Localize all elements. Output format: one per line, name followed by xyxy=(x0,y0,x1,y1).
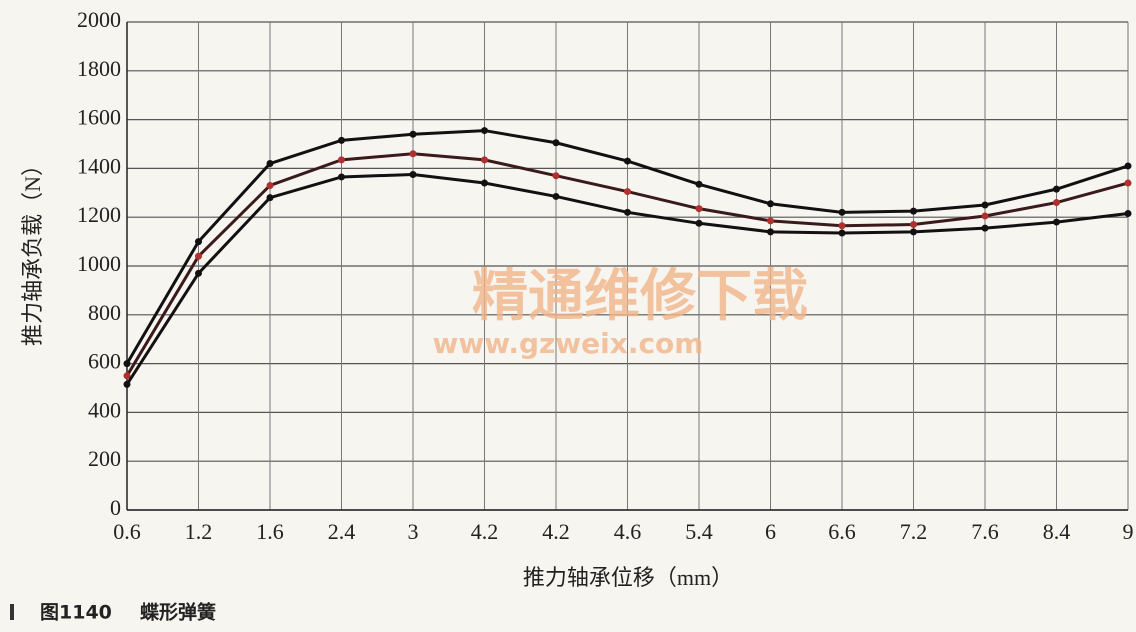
point xyxy=(195,238,202,246)
point xyxy=(695,205,703,213)
x-tick-label: 6.6 xyxy=(828,519,856,544)
y-tick-label: 1400 xyxy=(77,153,121,178)
x-tick-label: 6 xyxy=(765,519,776,544)
point xyxy=(409,130,417,138)
watermark: 精通维修下载 xyxy=(472,264,808,329)
x-tick-label: 1.6 xyxy=(256,519,284,544)
y-tick-label: 1800 xyxy=(77,56,121,81)
point xyxy=(552,192,560,200)
watermark-url: www.gzweix.com xyxy=(433,327,704,360)
x-tick-label: 4.2 xyxy=(542,519,570,544)
point xyxy=(481,127,488,135)
x-tick-label: 1.2 xyxy=(185,519,213,544)
point xyxy=(695,219,703,227)
point xyxy=(838,229,846,237)
y-tick-label: 1600 xyxy=(77,105,121,130)
x-tick-label: 4.2 xyxy=(471,519,499,544)
x-tick-label: 4.6 xyxy=(614,519,642,544)
point xyxy=(266,194,274,202)
point xyxy=(838,222,846,230)
point xyxy=(1053,185,1060,193)
y-tick-label: 0 xyxy=(110,495,121,520)
point xyxy=(1124,162,1132,170)
point xyxy=(910,207,917,215)
point xyxy=(767,217,774,225)
point xyxy=(1124,179,1132,187)
point xyxy=(409,150,417,158)
point xyxy=(266,160,274,168)
caption-title: 蝶形弹簧 xyxy=(140,601,216,624)
y-tick-label: 600 xyxy=(88,349,121,374)
x-tick-label: 7.2 xyxy=(900,519,928,544)
point xyxy=(552,172,560,180)
x-tick-label: 0.6 xyxy=(113,519,141,544)
point xyxy=(123,360,131,368)
point xyxy=(123,372,131,380)
point xyxy=(981,201,989,209)
y-tick-label: 200 xyxy=(88,446,121,471)
x-tick-label: 2.4 xyxy=(328,519,356,544)
point xyxy=(123,380,131,388)
point xyxy=(338,136,345,144)
caption-bar xyxy=(10,604,14,620)
point xyxy=(338,173,345,181)
point xyxy=(195,269,202,277)
point xyxy=(195,252,202,260)
point xyxy=(910,228,917,236)
point xyxy=(695,180,703,188)
point xyxy=(266,181,274,189)
point xyxy=(838,208,846,216)
y-axis-label: 推力轴承负载（N） xyxy=(20,154,45,346)
point xyxy=(409,171,417,178)
y-tick-label: 800 xyxy=(88,300,121,325)
x-tick-label: 3 xyxy=(408,519,419,544)
x-tick-label: 5.4 xyxy=(685,519,713,544)
point xyxy=(981,224,989,232)
x-tick-label: 7.6 xyxy=(971,519,999,544)
point xyxy=(981,212,989,220)
point xyxy=(481,179,488,187)
point xyxy=(338,156,345,164)
y-tick-label: 1200 xyxy=(77,202,121,227)
point xyxy=(552,139,560,147)
y-tick-label: 400 xyxy=(88,397,121,422)
point xyxy=(1124,210,1132,218)
x-axis-label: 推力轴承位移（mm） xyxy=(523,565,733,590)
point xyxy=(767,228,774,236)
point xyxy=(624,157,631,165)
caption-figure: 图1140 xyxy=(40,602,112,624)
point xyxy=(624,208,631,216)
point xyxy=(1053,218,1060,226)
y-tick-label: 1000 xyxy=(77,251,121,276)
point xyxy=(481,156,488,164)
y-tick-label: 2000 xyxy=(77,7,121,32)
x-tick-label: 9 xyxy=(1123,519,1134,544)
point xyxy=(1053,199,1060,207)
point xyxy=(767,200,774,208)
point xyxy=(624,188,631,196)
x-tick-label: 8.4 xyxy=(1043,519,1071,544)
point xyxy=(910,221,917,229)
